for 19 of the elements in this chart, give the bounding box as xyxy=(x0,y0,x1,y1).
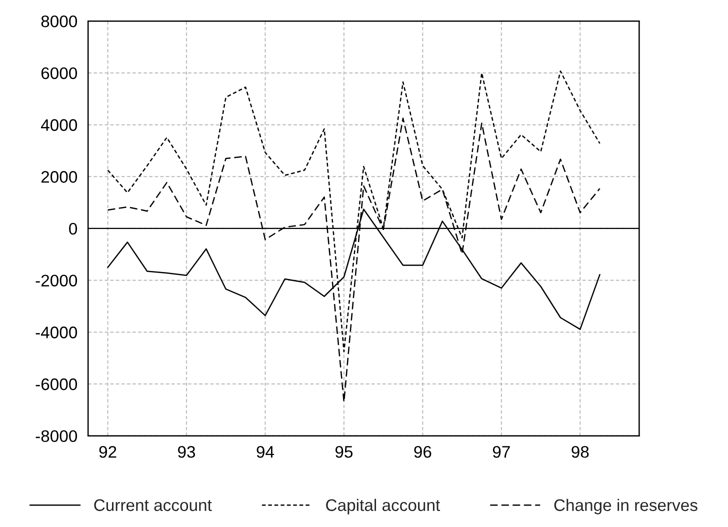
y-tick-label: 6000 xyxy=(41,67,78,80)
x-tick-label: 98 xyxy=(572,446,589,458)
y-tick-label: -4000 xyxy=(36,326,78,338)
x-tick-label: 94 xyxy=(256,446,274,458)
legend-label: Change in reserves xyxy=(554,498,698,514)
legend-label: Capital account xyxy=(326,498,440,514)
y-tick-label: -8000 xyxy=(36,430,78,442)
x-tick-label: 97 xyxy=(492,446,510,458)
x-tick-label: 95 xyxy=(335,446,353,458)
y-tick-label: -2000 xyxy=(36,274,78,286)
x-tick-label: 92 xyxy=(99,446,116,458)
y-tick-label: 4000 xyxy=(40,119,78,131)
y-tick-label: 8000 xyxy=(41,15,78,28)
y-tick-label: 0 xyxy=(69,222,78,235)
x-tick-label: 96 xyxy=(414,446,432,458)
y-tick-label: 2000 xyxy=(41,171,78,183)
x-tick-label: 93 xyxy=(178,446,196,458)
y-tick-label: -6000 xyxy=(36,378,78,390)
legend-label: Current account xyxy=(94,499,212,512)
